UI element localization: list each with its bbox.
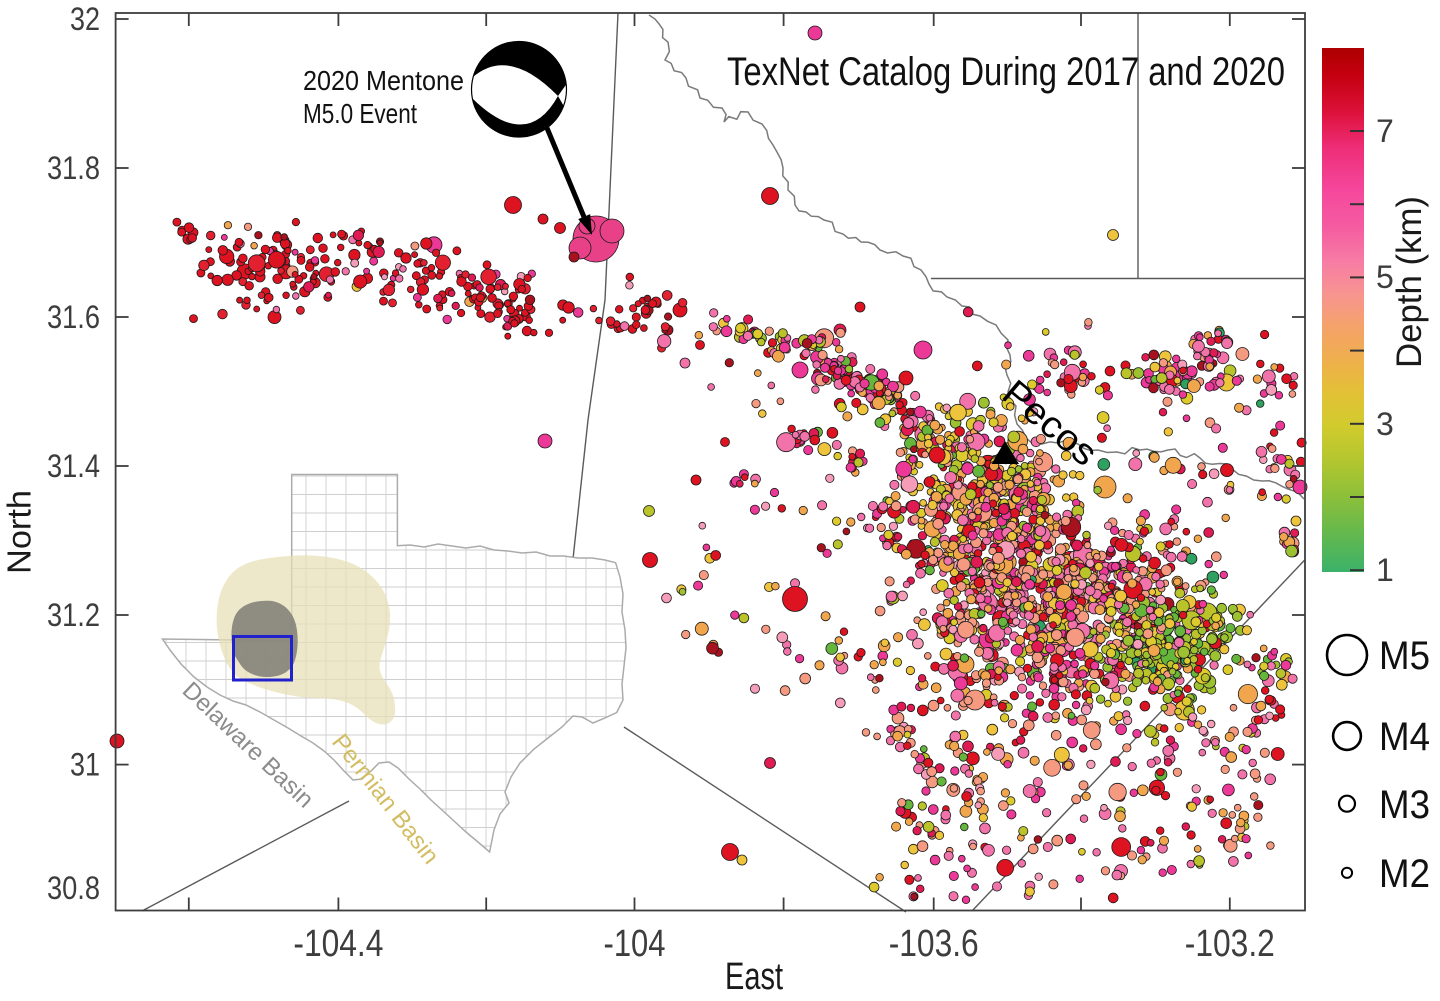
svg-text:-103.2: -103.2 bbox=[1185, 923, 1275, 965]
svg-text:7: 7 bbox=[1376, 113, 1394, 149]
svg-text:2020 Mentone: 2020 Mentone bbox=[303, 65, 464, 96]
svg-text:32: 32 bbox=[70, 1, 100, 37]
svg-text:31.4: 31.4 bbox=[47, 448, 100, 484]
svg-text:3: 3 bbox=[1376, 406, 1394, 442]
svg-text:31.2: 31.2 bbox=[47, 597, 100, 633]
svg-text:M2: M2 bbox=[1379, 852, 1430, 896]
svg-text:East: East bbox=[725, 956, 783, 998]
svg-text:North: North bbox=[1, 490, 38, 574]
svg-text:TexNet Catalog During 2017 and: TexNet Catalog During 2017 and 2020 bbox=[727, 50, 1285, 94]
svg-text:5: 5 bbox=[1376, 259, 1394, 295]
svg-text:-103.6: -103.6 bbox=[889, 923, 979, 965]
svg-text:M5.0 Event: M5.0 Event bbox=[303, 98, 417, 129]
svg-text:M4: M4 bbox=[1379, 715, 1430, 759]
svg-text:M5: M5 bbox=[1379, 634, 1430, 678]
svg-text:30.8: 30.8 bbox=[47, 870, 100, 906]
svg-text:M3: M3 bbox=[1379, 783, 1430, 827]
svg-text:Depth (km): Depth (km) bbox=[1390, 196, 1429, 368]
svg-text:-104: -104 bbox=[604, 923, 666, 965]
svg-text:-104.4: -104.4 bbox=[293, 923, 383, 965]
svg-text:1: 1 bbox=[1376, 552, 1394, 588]
svg-text:31.6: 31.6 bbox=[47, 299, 100, 335]
svg-text:31.8: 31.8 bbox=[47, 150, 100, 186]
svg-text:31: 31 bbox=[70, 747, 100, 783]
